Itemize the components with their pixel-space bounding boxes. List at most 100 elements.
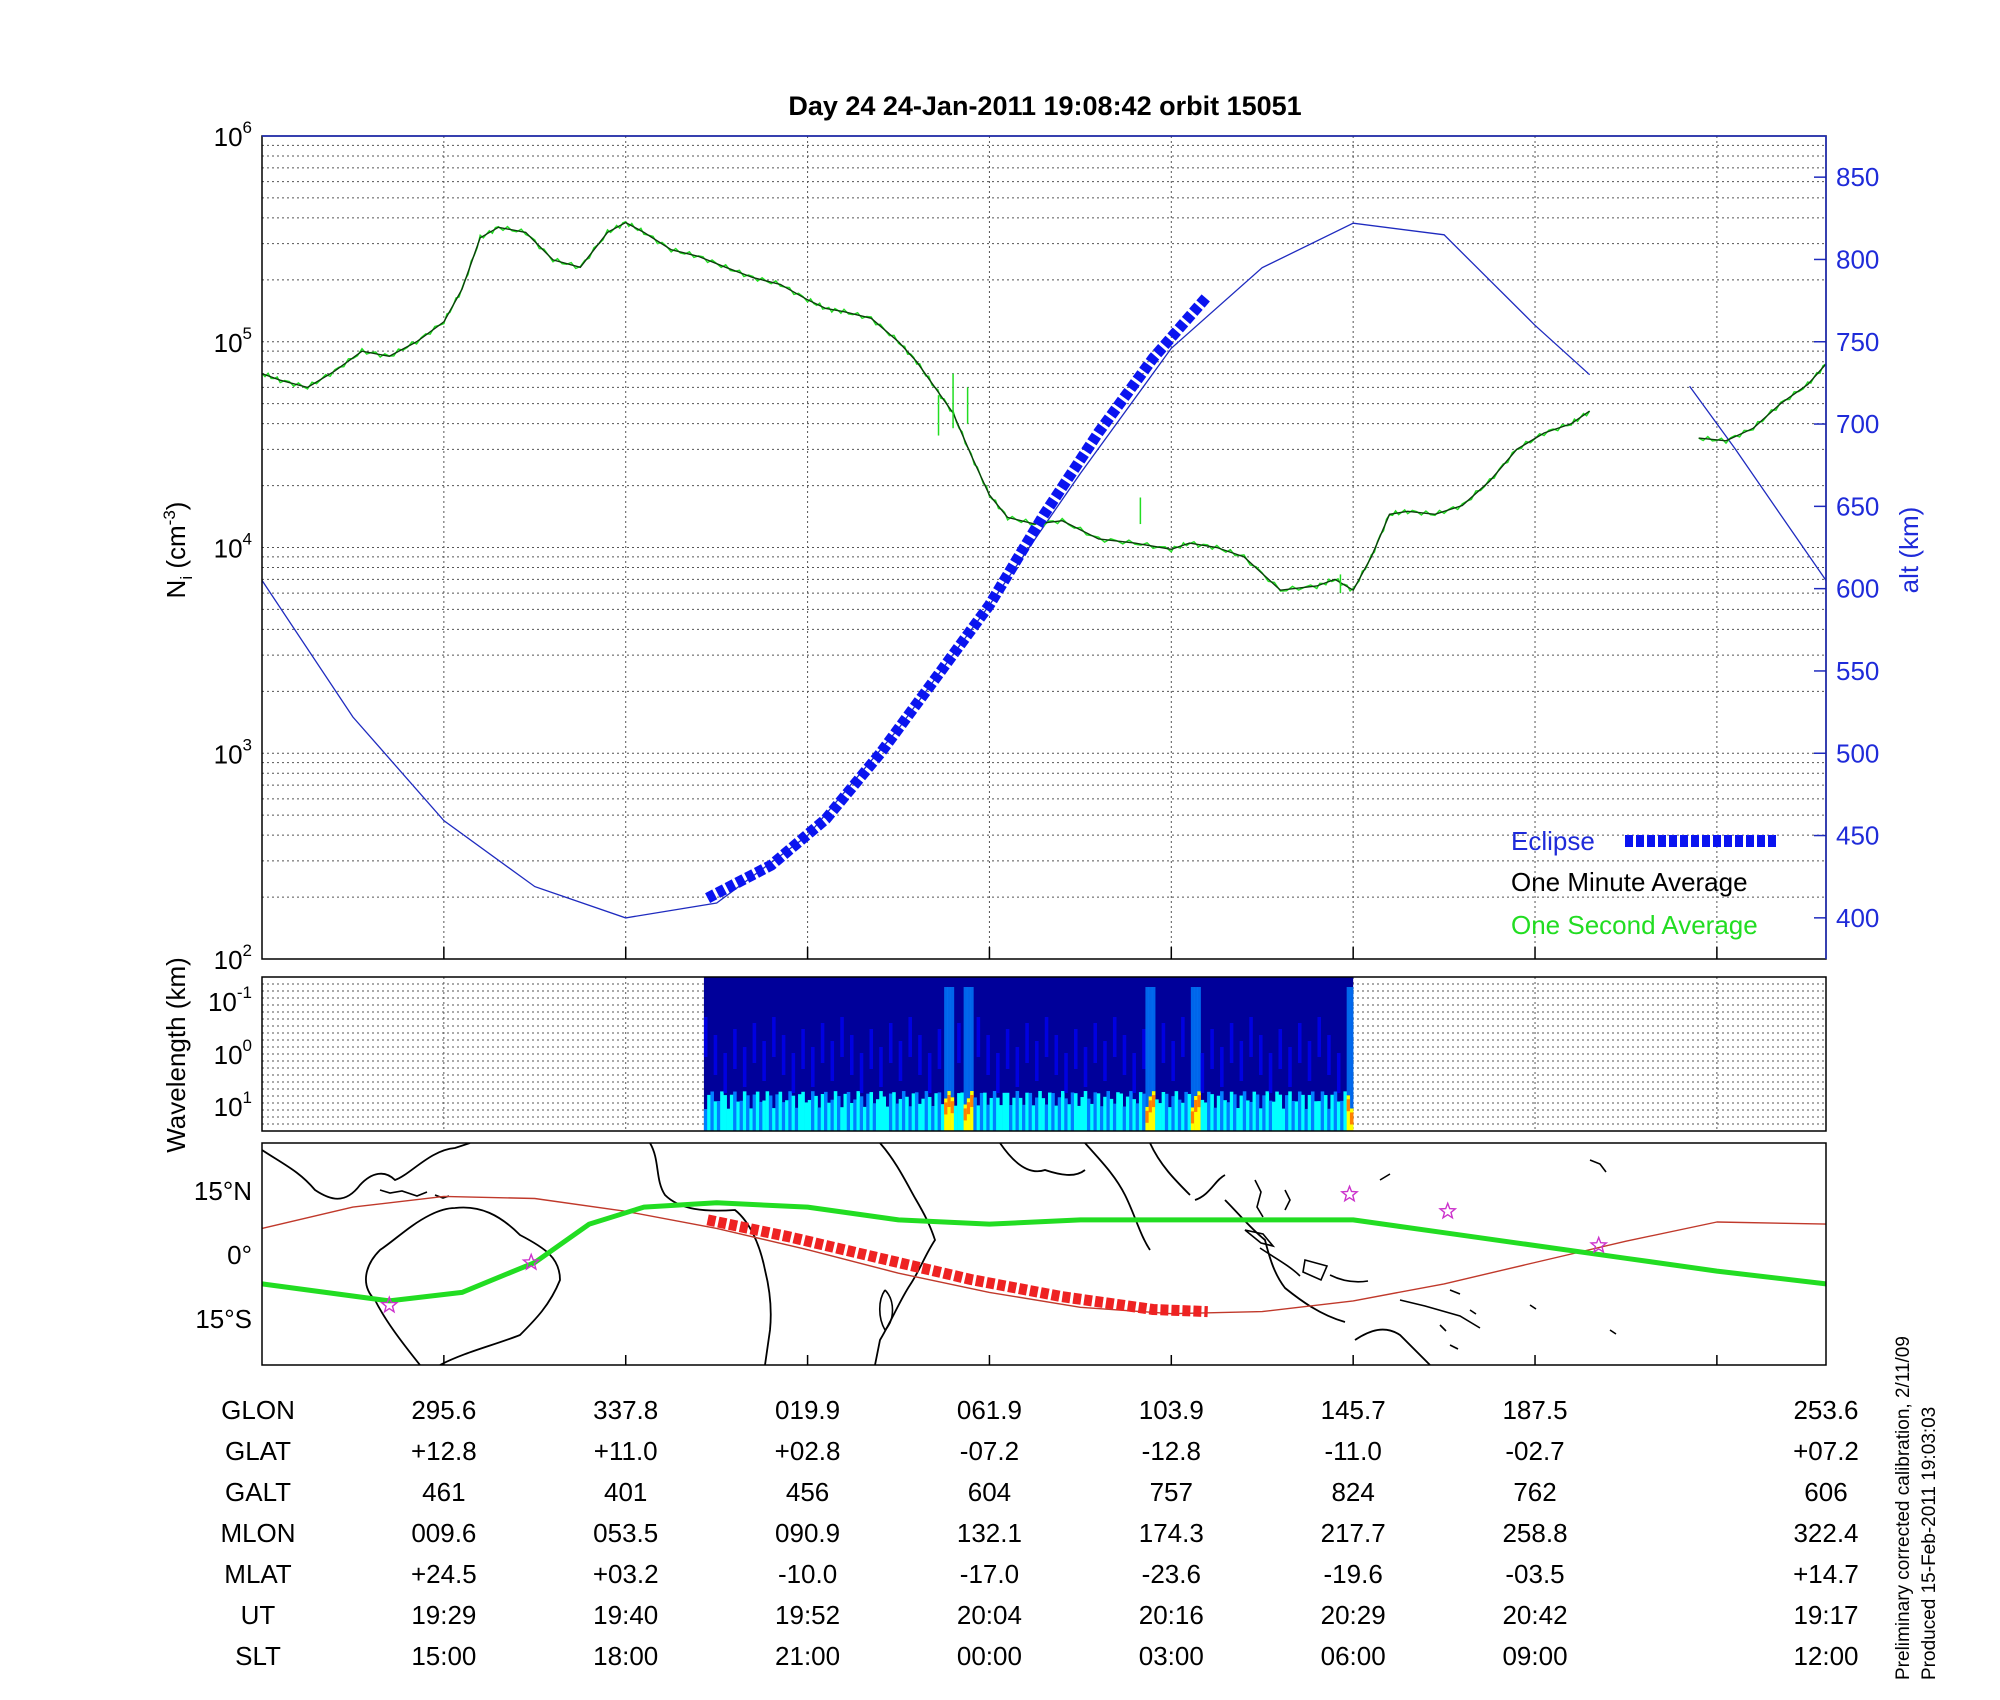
spectrogram-axes-frame (261, 976, 1827, 1132)
calibration-note: Preliminary corrected calibration, 2/11/… (1893, 1336, 1914, 1680)
spectrogram-cell (1112, 1017, 1117, 1057)
spectrogram-cell (1168, 1107, 1172, 1131)
map-star-marker (379, 1295, 399, 1314)
southeast-asia-coast (1194, 1174, 1346, 1323)
altitude-tick-label: 550 (1836, 656, 1879, 686)
spectrogram-cell (1161, 1023, 1166, 1063)
maritime-continent-islands (1244, 1173, 1481, 1329)
spectrogram-cell (1035, 1041, 1039, 1081)
table-cell: 253.6 (1793, 1395, 1858, 1425)
spectrogram-cell (1272, 1101, 1276, 1131)
spectrogram-cell (963, 1108, 968, 1121)
spectrogram-cell (859, 1096, 864, 1131)
spectrogram-cell (1288, 1091, 1292, 1131)
spectrogram-cell (850, 1102, 854, 1131)
spectrogram-cell (1194, 987, 1198, 1096)
table-cell: 06:00 (1321, 1641, 1386, 1671)
table-row-label: UT (241, 1600, 276, 1630)
spectrogram-cell (778, 1091, 783, 1131)
spectrogram-cell (1125, 1096, 1130, 1131)
spectrogram-cell (1187, 1093, 1192, 1131)
spectrogram-cell (843, 1093, 848, 1131)
spectrogram-cell (1259, 1035, 1263, 1075)
spectrogram-cell (1151, 1091, 1156, 1131)
legend-minute-label: One Minute Average (1511, 867, 1748, 897)
map-star-marker (1589, 1235, 1609, 1254)
spectrogram-cell (1122, 1106, 1127, 1131)
table-cell: 145.7 (1321, 1395, 1386, 1425)
spectrogram-cell (937, 1029, 942, 1069)
map-star-marker (1438, 1201, 1458, 1220)
spectrogram-cell (1246, 1100, 1250, 1131)
spectrogram-cell (970, 1091, 974, 1131)
spectrogram-cell (1197, 1091, 1201, 1131)
spectrogram-cell (1129, 1091, 1133, 1131)
spectrogram-cell (840, 1017, 844, 1057)
spectrogram-cell (966, 1102, 971, 1115)
spectrogram-cell (989, 1097, 994, 1131)
table-cell: 03:00 (1139, 1641, 1204, 1671)
spectrogram-cell (1197, 1095, 1201, 1108)
spectrogram-cell (1307, 1094, 1312, 1131)
spectrogram-cell (875, 1099, 880, 1131)
altitude-tick-label: 750 (1836, 327, 1879, 357)
table-cell: 461 (422, 1477, 465, 1507)
spectrogram-cell (1275, 1091, 1279, 1131)
spectrogram-cell (768, 1095, 773, 1131)
spectrogram-cell (713, 1101, 718, 1131)
spectrogram-cell (1151, 1095, 1156, 1108)
spectrogram-cell (1158, 1103, 1162, 1131)
table-cell: 053.5 (593, 1518, 658, 1548)
spectrogram-cell (733, 1029, 737, 1069)
spectrogram-cell (970, 987, 974, 1092)
spectrogram-cell (703, 1017, 708, 1057)
spectrogram-cell (791, 1095, 796, 1131)
spectrogram-cell (1239, 1041, 1244, 1081)
spectrogram-cell (914, 1092, 919, 1131)
altitude-tick-label: 800 (1836, 244, 1879, 274)
spectrogram-cell (905, 1096, 909, 1131)
spectrogram-cell (1164, 1093, 1169, 1131)
spectrogram-cell (1249, 1017, 1253, 1057)
table-row-label: MLAT (224, 1559, 292, 1589)
one-minute-average-line (261, 221, 1590, 592)
density-panel: 102 103 104 105 106 400 450 500 550 600 650 700 750 8… (160, 118, 1924, 975)
spectrogram-cell (859, 1053, 864, 1093)
spectrogram-cell (785, 1100, 789, 1131)
spectrogram-cell (716, 1101, 721, 1131)
spectrogram-cell (1002, 1092, 1007, 1131)
spectrogram-cell (788, 1091, 792, 1131)
ephemeris-table: GLON GLAT GALT MLON MLAT UT SLT 295.6 +12.8 461 00… (220, 1395, 1858, 1671)
spectrogram-cell (1122, 1035, 1127, 1075)
spectrogram-cell (837, 1096, 841, 1131)
map-panel: 15°N 0° 15°S (194, 1142, 1827, 1366)
spectrogram-cell (1320, 1091, 1325, 1131)
altitude-tick-label: 400 (1836, 903, 1879, 933)
north-america-coast (262, 1143, 471, 1200)
spectrogram-cell (1262, 1095, 1266, 1131)
table-cell: +14.7 (1793, 1559, 1859, 1589)
table-cell: +12.8 (411, 1436, 477, 1466)
spectrogram-cell (1220, 1091, 1224, 1131)
spectrogram-cell (1330, 1094, 1334, 1131)
spectrogram-cell (986, 1035, 990, 1075)
table-cell: 090.9 (775, 1518, 840, 1548)
spectrogram-cell (1009, 1105, 1013, 1131)
spectrogram-cell (1086, 1098, 1091, 1131)
spectrogram-cell (950, 1097, 955, 1131)
table-cell: 21:00 (775, 1641, 840, 1671)
table-cell: 174.3 (1139, 1518, 1204, 1548)
latitude-tick-label: 0° (227, 1240, 252, 1270)
table-cell: +11.0 (594, 1436, 658, 1466)
spectrogram-cell (986, 1104, 990, 1131)
asia-coast (999, 1143, 1191, 1251)
density-y-tick-label: 104 (214, 530, 252, 564)
pacific-islands (1439, 1159, 1617, 1350)
spectrogram-cell (957, 1093, 961, 1131)
spectrogram-cell (1057, 1097, 1062, 1131)
spectrogram-cell (1044, 1017, 1049, 1057)
spectrogram-cell (759, 1101, 763, 1131)
spectrogram-cell (707, 1094, 711, 1131)
spectrogram-cell (1005, 1092, 1010, 1131)
